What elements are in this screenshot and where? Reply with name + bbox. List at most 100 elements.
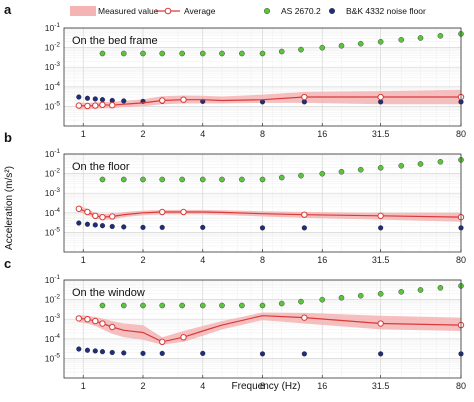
as2670-point bbox=[338, 294, 345, 301]
as2670-point bbox=[99, 176, 106, 183]
y-tick-label: 10-5 bbox=[45, 100, 61, 111]
average-point bbox=[92, 102, 99, 109]
noise-floor-point bbox=[378, 225, 384, 231]
as2670-point bbox=[377, 38, 384, 45]
noise-floor-point bbox=[92, 96, 98, 102]
noise-floor-point bbox=[121, 350, 127, 356]
noise-floor-point bbox=[301, 225, 307, 231]
average-point bbox=[301, 211, 308, 218]
as2670-point bbox=[338, 42, 345, 49]
x-tick-label: 31.5 bbox=[372, 381, 390, 391]
as2670-point bbox=[159, 302, 166, 309]
noise-floor-point bbox=[140, 350, 146, 356]
legend-item-2: AS 2670.2 bbox=[264, 6, 321, 16]
y-tick-label: 10-1 bbox=[45, 22, 61, 33]
as2670-point bbox=[417, 35, 424, 41]
noise-floor-point bbox=[159, 224, 165, 230]
as2670-point bbox=[239, 50, 245, 57]
panel-label: On the window bbox=[72, 287, 145, 299]
average-point bbox=[159, 338, 166, 346]
as2670-point bbox=[99, 50, 106, 57]
noise-floor-point bbox=[159, 350, 165, 356]
x-tick-label: 80 bbox=[456, 129, 466, 139]
panel-letter: b bbox=[4, 130, 12, 145]
as2670-point bbox=[259, 50, 266, 57]
as2670-point bbox=[159, 50, 166, 57]
noise-floor-point bbox=[99, 349, 106, 355]
series-average bbox=[75, 205, 465, 221]
x-tick-label: 8 bbox=[260, 255, 265, 265]
noise-floor-point bbox=[109, 349, 115, 356]
as2670-point bbox=[179, 176, 185, 183]
as2670-point bbox=[259, 176, 266, 183]
as2670-point bbox=[120, 50, 127, 57]
legend-label: B&K 4332 noise floor bbox=[346, 6, 426, 16]
series-noise-floor bbox=[76, 220, 464, 231]
as2670-point bbox=[298, 172, 304, 179]
noise-floor-point bbox=[84, 221, 90, 227]
noise-floor-point bbox=[92, 348, 98, 354]
y-tick-label: 10-4 bbox=[45, 81, 61, 92]
x-tick-label: 4 bbox=[200, 255, 205, 265]
average-point bbox=[75, 315, 83, 322]
as2670-point bbox=[298, 298, 304, 305]
panel-label: On the bed frame bbox=[72, 35, 158, 47]
average-point bbox=[301, 314, 308, 321]
series-as2670 bbox=[99, 31, 464, 57]
average-point bbox=[99, 213, 106, 221]
x-tick-label: 2 bbox=[140, 381, 145, 391]
y-tick-label: 10-5 bbox=[45, 226, 61, 237]
y-tick-label: 10-4 bbox=[45, 207, 61, 218]
grid bbox=[64, 153, 462, 252]
average-point bbox=[99, 320, 106, 327]
average-point bbox=[180, 334, 187, 341]
noise-floor-point bbox=[99, 223, 106, 229]
x-tick-label: 2 bbox=[140, 129, 145, 139]
as2670-point bbox=[278, 48, 285, 55]
as2670-point bbox=[219, 176, 225, 183]
y-tick-label: 10-4 bbox=[45, 333, 61, 344]
average-point bbox=[180, 96, 187, 103]
average-point bbox=[377, 320, 384, 327]
legend-swatch-band bbox=[70, 6, 96, 16]
average-point bbox=[92, 212, 99, 220]
y-axis-label-text: Acceleration (m/s²) bbox=[4, 166, 15, 250]
legend-item-0: Measured value bbox=[70, 6, 159, 16]
as2670-point bbox=[298, 46, 304, 53]
x-tick-label: 8 bbox=[260, 129, 265, 139]
as2670-point bbox=[398, 289, 405, 295]
as2670-point bbox=[319, 170, 326, 177]
panel-c: 1 2 4 8 16 31.5 80 10-1 10-2 10-3 10-4 10-5 c On the … bbox=[4, 256, 466, 391]
average-point bbox=[159, 208, 166, 216]
as2670-point bbox=[398, 37, 405, 43]
as2670-point bbox=[398, 163, 405, 169]
average-point bbox=[377, 93, 384, 101]
average-point bbox=[75, 102, 83, 109]
as2670-point bbox=[120, 302, 127, 309]
as2670-point bbox=[199, 50, 206, 57]
panel-label: On the floor bbox=[72, 161, 130, 173]
series-average bbox=[75, 93, 465, 110]
as2670-point bbox=[278, 174, 285, 181]
as2670-point bbox=[140, 50, 146, 57]
y-tick-label: 10-5 bbox=[45, 352, 61, 363]
noise-floor-point bbox=[200, 224, 206, 230]
x-tick-label: 16 bbox=[317, 129, 327, 139]
as2670-point bbox=[357, 40, 364, 47]
average-point bbox=[301, 93, 308, 101]
y-tick-label: 10-1 bbox=[45, 148, 61, 159]
y-tick-label: 10-2 bbox=[45, 168, 61, 179]
x-tick-label: 31.5 bbox=[372, 255, 390, 265]
y-tick-label: 10-2 bbox=[45, 294, 61, 305]
as2670-point bbox=[99, 302, 106, 309]
as2670-point bbox=[437, 284, 444, 291]
as2670-point bbox=[417, 161, 424, 167]
x-tick-label: 1 bbox=[81, 255, 86, 265]
noise-floor-point bbox=[301, 351, 307, 357]
noise-floor-point bbox=[259, 351, 266, 357]
average-point bbox=[92, 317, 99, 325]
as2670-point bbox=[319, 44, 326, 51]
x-tick-label: 1 bbox=[81, 129, 86, 139]
as2670-point bbox=[239, 176, 245, 183]
